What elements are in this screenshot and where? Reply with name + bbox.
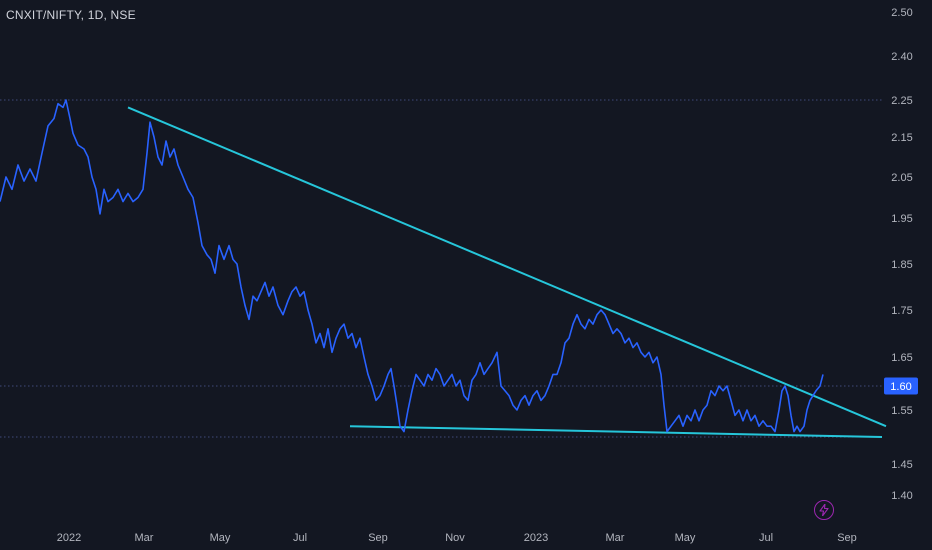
price-tick-label: 2.40: [891, 51, 912, 63]
time-tick-label: Sep: [368, 532, 388, 544]
price-tick-label: 2.15: [891, 132, 912, 144]
time-tick-label: Jul: [293, 532, 307, 544]
price-tick-label: 1.65: [891, 352, 912, 364]
current-price-text: 1.60: [890, 381, 911, 393]
time-tick-label: Mar: [606, 532, 625, 544]
price-tick-label: 1.85: [891, 259, 912, 271]
time-tick-label: May: [675, 532, 696, 544]
price-axis: 2.50 2.40 2.25 2.15 2.05 1.95 1.85 1.75 1.65 1.55…: [891, 7, 912, 502]
price-tick-label: 1.45: [891, 459, 912, 471]
time-tick-label: Sep: [837, 532, 857, 544]
time-tick-label: 2022: [57, 532, 81, 544]
reference-lines: [0, 99, 884, 438]
price-tick-label: 1.75: [891, 305, 912, 317]
price-series: [0, 99, 824, 433]
lightning-icon: [819, 504, 829, 516]
trendline[interactable]: [349, 425, 883, 438]
trendlines: [127, 106, 887, 438]
price-tick-label: 2.25: [891, 95, 912, 107]
flash-button[interactable]: [814, 500, 834, 520]
price-tick-label: 2.05: [891, 172, 912, 184]
time-tick-label: 2023: [524, 532, 548, 544]
time-tick-label: Nov: [445, 532, 465, 544]
price-tick-label: 2.50: [891, 7, 912, 19]
time-tick-label: Mar: [135, 532, 154, 544]
time-tick-label: Jul: [759, 532, 773, 544]
current-price-label-bg: [884, 377, 918, 395]
current-price-label: 1.60: [884, 377, 918, 395]
price-tick-label: 1.40: [891, 490, 912, 502]
chart-title: CNXIT/NIFTY, 1D, NSE: [6, 8, 136, 22]
price-tick-label: 1.55: [891, 405, 912, 417]
time-tick-label: May: [210, 532, 231, 544]
price-line: [0, 99, 824, 433]
time-axis: 2022 Mar May Jul Sep Nov 2023 Mar May Jul Sep: [57, 532, 857, 544]
trendline[interactable]: [127, 106, 887, 428]
price-tick-label: 1.95: [891, 213, 912, 225]
